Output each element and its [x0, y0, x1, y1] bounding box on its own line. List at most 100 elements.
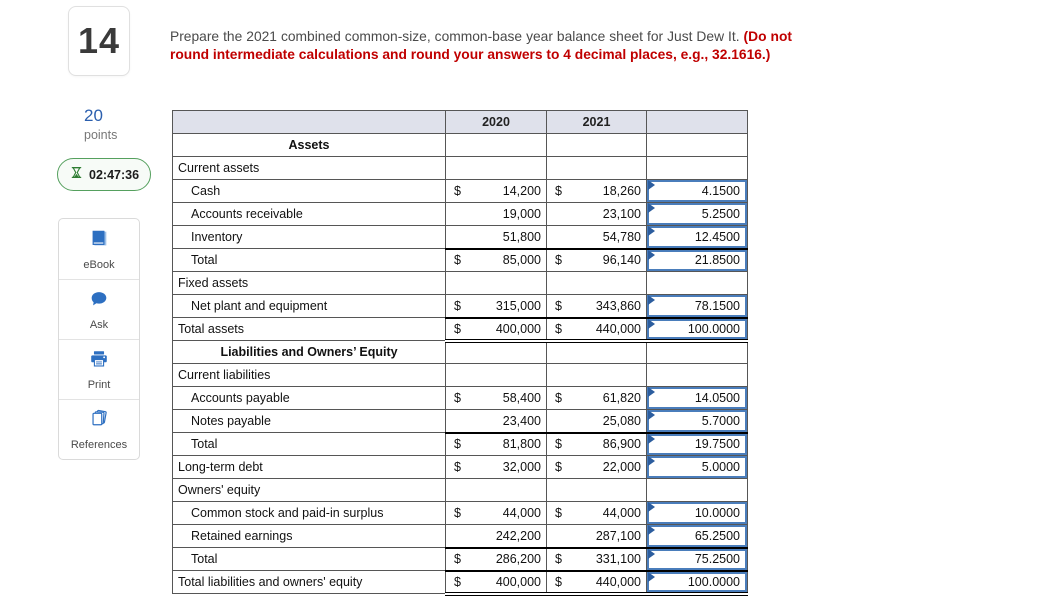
dollar-sign: $: [454, 552, 461, 566]
amount-2021: [546, 156, 647, 180]
amount-2020: 23,400: [445, 409, 547, 433]
answer-column-cell: 5.0000: [646, 455, 748, 479]
table-row: Total assets $400,000 $440,000 100.0000: [172, 316, 748, 343]
header-blank: [172, 110, 446, 134]
amount-value: 25,080: [602, 413, 641, 428]
sidebar-item-ebook[interactable]: eBook: [59, 219, 139, 279]
answer-input[interactable]: 12.4500: [647, 226, 747, 248]
dollar-sign: $: [454, 298, 461, 313]
balance-sheet-body: Assets Current assets Cash $14,200 $18,260 4.…: [172, 133, 748, 596]
amount-value: 32,000: [502, 460, 541, 474]
dollar-sign: $: [555, 437, 562, 452]
sidebar-item-label: Ask: [89, 319, 109, 331]
amount-2020: $14,200: [445, 179, 547, 203]
table-row: Current liabilities: [172, 363, 748, 387]
answer-column-cell: [646, 363, 748, 387]
table-row: Net plant and equipment $315,000 $343,860 7…: [172, 294, 748, 318]
amount-value: 54,780: [602, 229, 641, 244]
sidebar-item-print[interactable]: Print: [59, 339, 139, 399]
amount-value: 242,200: [495, 528, 541, 543]
dollar-sign: $: [555, 552, 562, 566]
answer-input[interactable]: 75.2500: [647, 549, 747, 570]
points-label: points: [84, 128, 118, 142]
dollar-sign: $: [555, 321, 562, 336]
timer-pill: 02:47:36: [57, 158, 152, 191]
answer-input[interactable]: 100.0000: [647, 572, 747, 590]
answer-column-cell: 10.0000: [646, 501, 748, 525]
row-label: Cash: [172, 179, 446, 203]
amount-2020: $32,000: [445, 455, 547, 479]
amount-2021: $343,860: [546, 294, 647, 318]
points-indicator: 20 points: [84, 106, 117, 142]
answer-input[interactable]: 14.0500: [647, 387, 747, 409]
answer-input[interactable]: 21.8500: [647, 250, 747, 271]
dollar-sign: $: [454, 437, 461, 452]
answer-input[interactable]: 19.7500: [647, 434, 747, 455]
amount-2021: $440,000: [546, 569, 647, 596]
amount-2020: [445, 133, 547, 157]
sidebar-item-references[interactable]: References: [59, 399, 139, 459]
answer-input[interactable]: 10.0000: [647, 502, 747, 524]
amount-2021: $96,140: [546, 247, 647, 272]
row-label: Total liabilities and owners' equity: [172, 570, 446, 594]
amount-value: 61,820: [602, 391, 641, 405]
amount-value: 315,000: [495, 298, 541, 313]
balance-sheet: 2020 2021 Assets Current assets Cash $14,20…: [172, 110, 748, 596]
amount-2020: 19,000: [445, 202, 547, 226]
amount-2020: $400,000: [445, 316, 547, 343]
answer-input[interactable]: 78.1500: [647, 295, 747, 317]
answer-input[interactable]: 100.0000: [647, 319, 747, 337]
amount-value: 14,200: [502, 184, 541, 198]
table-row: Liabilities and Owners’ Equity: [172, 340, 748, 364]
amount-2021: $86,900: [546, 431, 647, 456]
question-number: 14: [77, 20, 121, 61]
dollar-sign: $: [454, 460, 461, 474]
amount-value: 287,100: [595, 528, 641, 543]
chat-bubble-icon: [88, 288, 110, 315]
amount-2021: [546, 478, 647, 502]
answer-input[interactable]: 5.0000: [647, 456, 747, 478]
answer-value: 100.0000: [687, 321, 740, 336]
table-row: Fixed assets: [172, 271, 748, 295]
amount-2020: $315,000: [445, 294, 547, 318]
answer-column-cell: [646, 133, 748, 157]
dollar-sign: $: [454, 574, 461, 589]
amount-value: 23,100: [602, 207, 641, 221]
row-label: Fixed assets: [172, 271, 446, 295]
answer-column-cell: 65.2500: [646, 524, 748, 548]
answer-column-cell: 78.1500: [646, 294, 748, 318]
tool-sidebar: eBook Ask Print: [58, 218, 140, 460]
amount-value: 440,000: [595, 321, 641, 336]
printer-icon: [88, 348, 110, 375]
amount-2020: $400,000: [445, 569, 547, 596]
question-number-box: 14: [68, 6, 130, 76]
amount-2020: [445, 340, 547, 364]
answer-column-cell: 21.8500: [646, 247, 748, 272]
answer-input[interactable]: 65.2500: [647, 525, 747, 547]
answer-value: 4.1500: [701, 184, 740, 198]
row-label: Total: [172, 547, 446, 571]
answer-input[interactable]: 5.7000: [647, 410, 747, 432]
amount-2020: $286,200: [445, 546, 547, 571]
table-row: Current assets: [172, 156, 748, 180]
answer-input[interactable]: 5.2500: [647, 203, 747, 225]
prompt-instruction-red: (Do not round intermediate calculations …: [170, 29, 792, 62]
timer-value: 02:47:36: [89, 167, 140, 182]
answer-value: 5.0000: [701, 460, 740, 474]
stacked-pages-icon: [88, 408, 110, 435]
amount-value: 23,400: [502, 413, 541, 428]
answer-input[interactable]: 4.1500: [647, 180, 747, 202]
dollar-sign: $: [555, 184, 562, 198]
table-row: Total $85,000 $96,140 21.8500: [172, 247, 748, 272]
amount-2021: [546, 271, 647, 295]
amount-value: 44,000: [602, 506, 641, 520]
row-label: Total: [172, 432, 446, 456]
sidebar-item-ask[interactable]: Ask: [59, 279, 139, 339]
sidebar-item-label: Print: [87, 379, 111, 391]
amount-2021: $18,260: [546, 179, 647, 203]
row-label: Assets: [172, 133, 446, 157]
table-header-row: 2020 2021: [172, 110, 748, 134]
table-row: Notes payable 23,400 25,080 5.7000: [172, 409, 748, 433]
row-label: Total assets: [172, 317, 446, 341]
amount-2021: $331,100: [546, 546, 647, 571]
